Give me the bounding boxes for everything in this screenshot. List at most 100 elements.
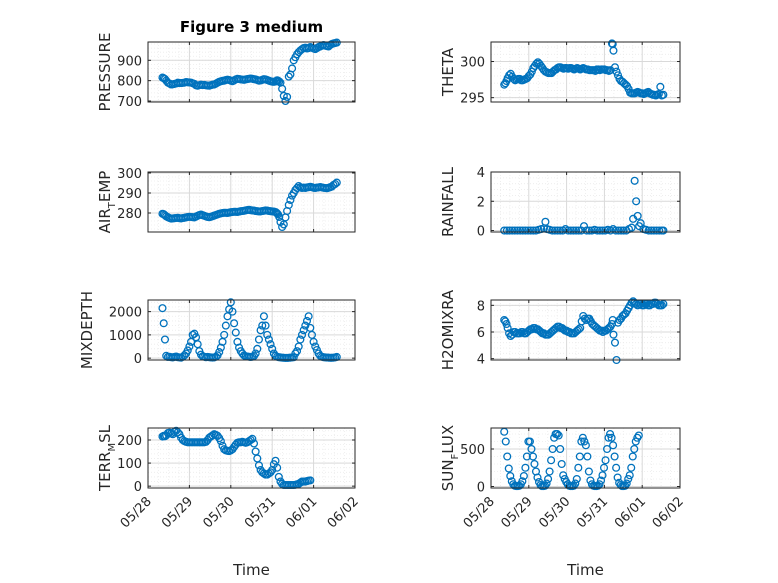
y-tick-label: 700 bbox=[117, 95, 142, 110]
data-point bbox=[268, 344, 277, 353]
data-point bbox=[584, 467, 593, 476]
data-point bbox=[659, 299, 668, 309]
y-tick-label: 0 bbox=[134, 352, 142, 367]
data-point bbox=[296, 335, 305, 344]
data-point bbox=[259, 312, 268, 321]
data-point bbox=[283, 92, 292, 101]
data-point bbox=[553, 429, 562, 439]
axes-box bbox=[147, 427, 356, 489]
y-tick-label: 8 bbox=[477, 299, 485, 314]
data-point bbox=[630, 176, 639, 185]
x-tick-label: 06/01 bbox=[612, 494, 649, 531]
data-point bbox=[158, 304, 167, 313]
data-point bbox=[574, 463, 583, 472]
x-axis-label: Time bbox=[232, 561, 270, 579]
y-tick-label: 4 bbox=[477, 166, 485, 181]
data-point bbox=[541, 217, 550, 226]
data-point bbox=[256, 326, 265, 335]
data-point bbox=[657, 301, 666, 310]
data-point bbox=[634, 431, 643, 440]
data-point bbox=[574, 325, 583, 334]
y-tick-label: 0 bbox=[477, 481, 485, 496]
data-point bbox=[547, 456, 556, 465]
y-tick-label: 6 bbox=[477, 326, 485, 341]
y-tick-label: 2 bbox=[477, 195, 485, 210]
data-point bbox=[275, 77, 284, 86]
data-point bbox=[583, 452, 592, 461]
data-point bbox=[273, 463, 282, 472]
data-point bbox=[557, 459, 566, 469]
y-tick-label: 500 bbox=[460, 443, 485, 458]
y-label-main: AIR bbox=[96, 208, 114, 233]
data-point bbox=[518, 477, 527, 486]
y-axis-label: THETA bbox=[439, 47, 457, 97]
data-point bbox=[268, 465, 277, 475]
data-point bbox=[612, 67, 621, 76]
axes-box bbox=[490, 427, 681, 489]
y-label-subscript: M bbox=[107, 443, 118, 452]
data-point bbox=[559, 471, 568, 480]
data-point bbox=[530, 459, 539, 469]
data-point bbox=[580, 437, 589, 446]
y-tick-label: 900 bbox=[117, 54, 142, 69]
data-point bbox=[284, 72, 293, 81]
data-point bbox=[622, 479, 631, 488]
y-tick-label: 0 bbox=[134, 480, 142, 495]
data-point bbox=[607, 39, 617, 48]
data-point bbox=[505, 226, 514, 235]
data-point bbox=[625, 471, 634, 480]
data-point bbox=[332, 38, 341, 47]
data-point bbox=[614, 226, 623, 235]
data-point bbox=[226, 298, 235, 307]
figure-title: Figure 3 medium bbox=[180, 18, 323, 36]
data-point bbox=[279, 91, 288, 100]
data-point bbox=[599, 463, 609, 472]
data-point bbox=[519, 471, 528, 481]
data-point bbox=[610, 452, 619, 461]
data-point bbox=[331, 179, 340, 189]
data-point bbox=[284, 200, 293, 210]
subplot-sun_flux: 0 500 05/28 05/29 05/30 05/31 06/01 06/02 Time SU… bbox=[439, 425, 687, 579]
axes-box bbox=[147, 171, 356, 233]
data-point bbox=[611, 226, 620, 235]
data-point bbox=[510, 226, 519, 235]
y-axis-label: AIRTEMP bbox=[96, 171, 118, 234]
data-point bbox=[575, 452, 584, 461]
data-point bbox=[506, 471, 515, 481]
data-point bbox=[612, 463, 621, 472]
data-point bbox=[274, 472, 283, 481]
y-tick-label: 4 bbox=[477, 353, 485, 368]
y-tick-label: 100 bbox=[117, 457, 142, 472]
data-point bbox=[545, 467, 554, 476]
data-point bbox=[619, 226, 628, 235]
y-axis-label: TERRMSL bbox=[96, 424, 118, 492]
data-point bbox=[633, 211, 642, 220]
y-axis-label: H2OMIXRA bbox=[439, 289, 457, 370]
x-tick-label: 06/02 bbox=[325, 494, 362, 531]
data-point bbox=[170, 427, 179, 436]
data-point bbox=[159, 319, 168, 328]
y-tick-label: 0 bbox=[477, 225, 485, 240]
data-point bbox=[566, 226, 575, 235]
x-tick-label: 05/31 bbox=[574, 494, 611, 531]
data-point bbox=[500, 315, 509, 325]
x-tick-label: 05/29 bbox=[159, 494, 196, 531]
data-point bbox=[502, 319, 511, 329]
data-point bbox=[528, 452, 538, 461]
data-point bbox=[572, 474, 581, 484]
data-point bbox=[529, 226, 538, 235]
data-point bbox=[263, 330, 272, 339]
data-point bbox=[628, 452, 637, 461]
data-point bbox=[604, 433, 613, 442]
data-point bbox=[553, 226, 562, 235]
data-point bbox=[521, 463, 530, 472]
axes-box bbox=[147, 41, 356, 103]
data-point bbox=[208, 431, 217, 440]
data-point bbox=[569, 226, 578, 235]
data-point bbox=[281, 96, 290, 106]
data-point bbox=[656, 82, 665, 91]
data-point bbox=[556, 444, 565, 454]
data-point bbox=[644, 226, 653, 235]
